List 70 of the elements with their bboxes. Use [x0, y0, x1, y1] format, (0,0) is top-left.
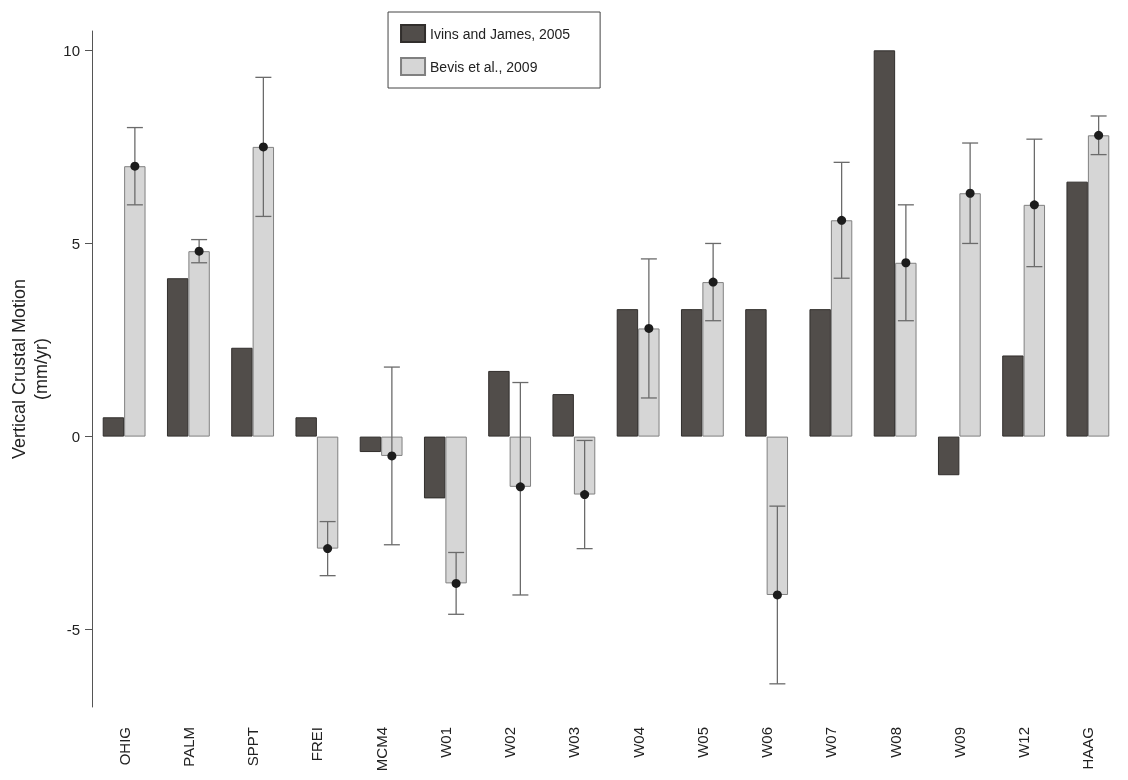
x-tick-label: W09 [950, 727, 968, 758]
bar [959, 193, 981, 437]
point [451, 578, 461, 588]
point [1029, 200, 1039, 210]
point [965, 188, 975, 198]
point [258, 142, 268, 152]
bar [830, 220, 853, 437]
x-tick-label: PALM [179, 727, 197, 767]
bar [359, 436, 382, 453]
bar [1087, 135, 1110, 437]
point [772, 590, 782, 600]
x-tick-label: SPPT [244, 727, 262, 767]
x-tick-label: W08 [886, 727, 904, 758]
x-tick-label: W07 [822, 727, 840, 758]
bar [102, 417, 125, 437]
x-tick-label: W04 [629, 727, 647, 758]
bar [638, 328, 660, 437]
bar [702, 282, 724, 437]
bar [937, 436, 960, 476]
bar [445, 436, 467, 584]
bar [231, 347, 253, 437]
bar [809, 309, 831, 437]
bar [295, 417, 317, 437]
bar [252, 146, 275, 437]
bar [766, 436, 789, 595]
x-tick-label: W05 [693, 727, 711, 758]
y-tick-label: -5 [66, 621, 80, 639]
x-tick-label: MCM4 [372, 727, 390, 772]
y-tick-label: 0 [71, 428, 80, 446]
legend-label: Ivins and James, 2005 [430, 25, 571, 42]
bar [1023, 204, 1046, 437]
point [323, 544, 333, 554]
bar [680, 309, 703, 437]
bar [316, 436, 339, 549]
point [130, 161, 140, 171]
x-tick-label: FREI [308, 727, 326, 762]
bar [573, 436, 596, 495]
bar [745, 309, 767, 437]
bar [1002, 355, 1024, 437]
x-tick-label: W06 [758, 727, 776, 758]
x-tick-label: W03 [565, 727, 583, 758]
point [644, 323, 654, 333]
x-tick-label: W01 [436, 727, 454, 758]
bar [423, 436, 446, 499]
bar [616, 309, 639, 437]
point [194, 246, 204, 256]
point [580, 490, 590, 500]
bar [552, 394, 574, 437]
bar [488, 370, 510, 437]
point [1094, 130, 1104, 140]
point [515, 482, 525, 492]
bar [124, 166, 146, 437]
bar [895, 262, 917, 437]
x-tick-label: OHIG [115, 727, 133, 766]
x-tick-label: W12 [1015, 727, 1033, 758]
point [387, 451, 397, 461]
y-axis-title: Vertical Crustal Motion (mm/yr) [9, 278, 51, 460]
x-tick-label: W02 [501, 727, 519, 758]
y-tick-label: 10 [63, 41, 80, 59]
bar [1066, 181, 1088, 437]
y-tick-label: 5 [71, 234, 80, 252]
bar [188, 251, 210, 437]
point [837, 215, 847, 225]
bar [873, 50, 896, 437]
bar [509, 436, 532, 487]
point [901, 258, 911, 268]
legend-label: Bevis et al., 2009 [430, 58, 538, 75]
x-tick-label: HAAG [1079, 727, 1097, 770]
bar [166, 278, 189, 437]
point [708, 277, 718, 287]
